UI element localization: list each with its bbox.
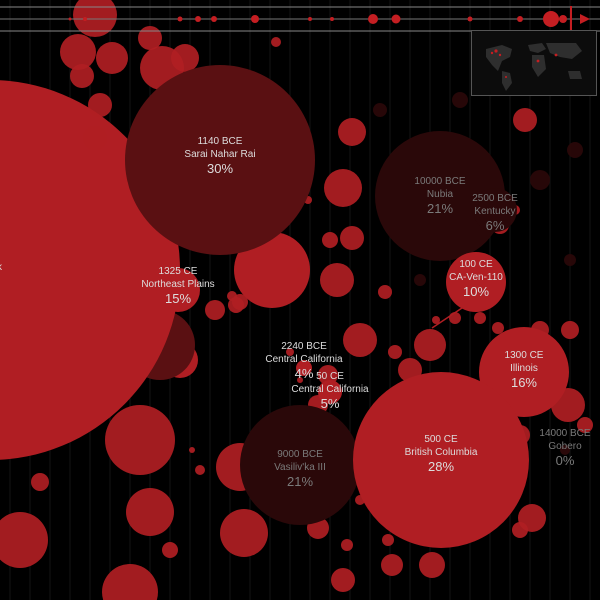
background-bubble (474, 312, 486, 324)
background-bubble (414, 329, 446, 361)
background-bubble (105, 405, 175, 475)
background-bubble (88, 93, 112, 117)
timeline-arrow-icon[interactable] (580, 14, 590, 24)
background-bubble (96, 42, 128, 74)
background-bubble (320, 263, 354, 297)
site-bubble[interactable] (473, 188, 517, 232)
background-bubble (513, 108, 537, 132)
background-bubble (228, 297, 244, 313)
timeline-marker[interactable] (195, 16, 201, 22)
background-bubble (340, 226, 364, 250)
background-bubble (318, 365, 338, 385)
background-bubble (492, 322, 504, 334)
site-bubble[interactable] (375, 131, 505, 261)
background-bubble (60, 34, 96, 70)
background-bubble (414, 274, 426, 286)
background-bubble (382, 534, 394, 546)
site-bubble[interactable] (353, 372, 529, 548)
background-bubble (83, 126, 107, 150)
background-bubble (449, 312, 461, 324)
connector-line (431, 307, 463, 329)
background-bubble (102, 564, 158, 600)
background-bubble (564, 254, 576, 266)
background-bubble (189, 447, 195, 453)
background-bubble (561, 321, 579, 339)
site-bubble[interactable] (318, 380, 342, 404)
background-bubble (286, 348, 294, 356)
background-bubble (343, 323, 377, 357)
timeline-markers[interactable] (68, 11, 568, 27)
background-bubble (338, 118, 366, 146)
background-bubble (419, 552, 445, 578)
site-bubble[interactable] (296, 360, 312, 376)
timeline-marker[interactable] (68, 17, 72, 21)
background-bubble (567, 142, 583, 158)
background-bubble (297, 267, 303, 273)
background-bubble (220, 509, 268, 557)
timeline-marker[interactable] (330, 17, 334, 21)
background-bubble (70, 64, 94, 88)
timeline-marker[interactable] (368, 14, 378, 24)
world-minimap[interactable] (471, 30, 597, 96)
background-bubble (324, 169, 362, 207)
background-bubble (297, 377, 303, 383)
timeline-marker[interactable] (559, 15, 567, 23)
site-bubble[interactable] (446, 252, 506, 312)
background-bubble (0, 512, 48, 568)
background-bubble (530, 170, 550, 190)
background-bubble (205, 300, 225, 320)
background-bubble (452, 92, 468, 108)
timeline-marker[interactable] (83, 17, 87, 21)
background-bubble (195, 465, 205, 475)
timeline-marker[interactable] (177, 16, 183, 22)
site-bubble[interactable] (560, 445, 570, 455)
background-bubble (31, 473, 49, 491)
site-bubble[interactable] (125, 65, 315, 255)
background-bubble (378, 285, 392, 299)
timeline-marker[interactable] (211, 16, 217, 22)
background-bubble (271, 37, 281, 47)
background-bubble (73, 0, 117, 37)
timeline-marker[interactable] (391, 14, 401, 24)
background-bubble (331, 568, 355, 592)
background-bubble (373, 103, 387, 117)
timeline[interactable] (0, 6, 600, 32)
timeline-marker[interactable] (308, 17, 312, 21)
timeline-marker[interactable] (467, 16, 473, 22)
timeline-marker[interactable] (543, 11, 559, 27)
site-bubble[interactable] (240, 405, 360, 525)
site-bubble[interactable] (479, 327, 569, 417)
background-bubble (577, 417, 593, 433)
world-map-icon (486, 43, 582, 91)
timeline-marker[interactable] (517, 16, 523, 22)
background-bubble (126, 488, 174, 536)
background-bubble (512, 522, 528, 538)
background-bubble (432, 316, 440, 324)
background-bubble (171, 44, 199, 72)
background-bubble (162, 542, 178, 558)
background-bubble (341, 539, 353, 551)
background-bubble (322, 232, 338, 248)
timeline-marker[interactable] (251, 15, 259, 23)
site-bubble[interactable] (156, 268, 200, 312)
background-bubble (381, 554, 403, 576)
site-bubbles[interactable] (125, 65, 570, 548)
background-bubble (388, 345, 402, 359)
background-bubble (234, 232, 310, 308)
background-bubble (138, 26, 162, 50)
